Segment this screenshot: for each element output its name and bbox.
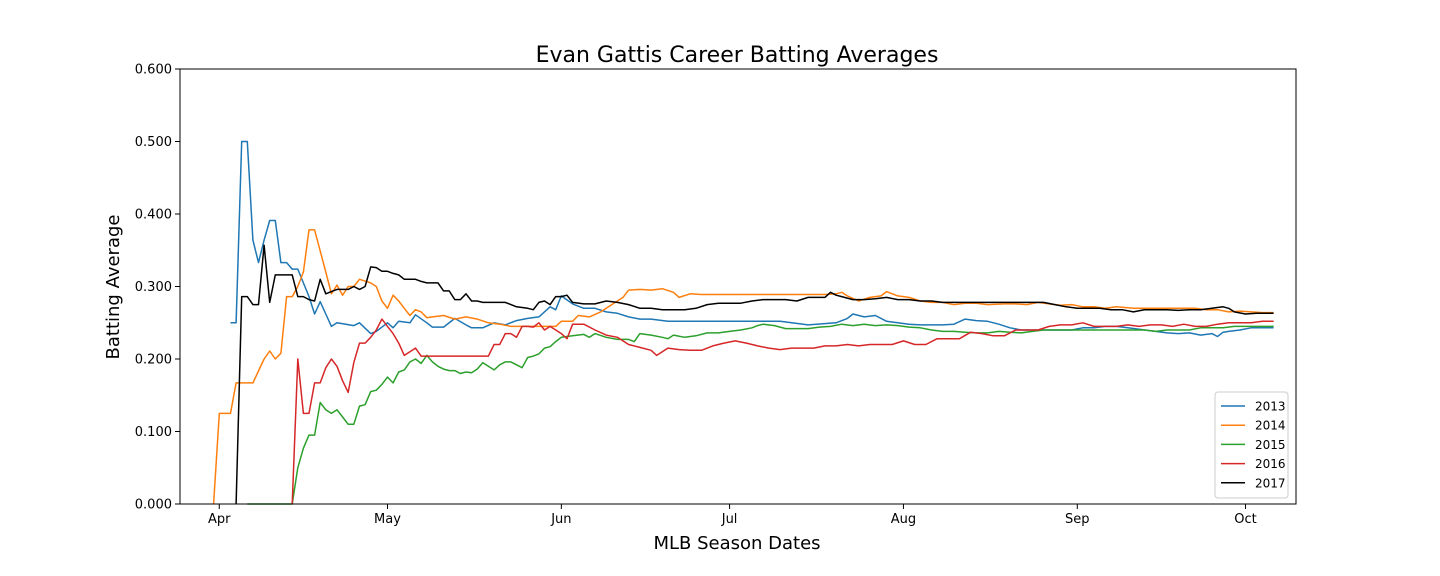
x-tick-label: Aug	[891, 512, 916, 527]
x-tick-label: Sep	[1065, 512, 1090, 527]
y-tick-label: 0.200	[135, 353, 172, 368]
y-axis: 0.000 0.100 0.200 0.300 0.400 0.500 0.600	[135, 63, 180, 513]
x-tick-label: Jun	[550, 512, 571, 527]
legend-label-2016: 2016	[1255, 457, 1286, 471]
series-layer	[212, 140, 1274, 505]
legend-label-2015: 2015	[1255, 438, 1286, 452]
legend-box	[1214, 391, 1289, 499]
y-tick-label: 0.600	[135, 63, 172, 78]
x-axis: Apr May Jun Jul Aug Sep Oct	[208, 504, 1257, 527]
series-line-2015	[247, 323, 1274, 505]
chart-title: Evan Gattis Career Batting Averages	[536, 43, 939, 68]
y-tick-label: 0.300	[135, 280, 172, 295]
legend: 2013 2014 2015 2016 2017	[1214, 391, 1289, 499]
y-tick-label: 0.400	[135, 208, 172, 223]
legend-label-2014: 2014	[1255, 419, 1286, 433]
legend-label-2013: 2013	[1255, 400, 1286, 414]
y-tick-label: 0.500	[135, 135, 172, 150]
y-axis-label: Batting Average	[103, 215, 124, 360]
x-tick-label: May	[374, 512, 401, 527]
x-axis-label: MLB Season Dates	[653, 533, 820, 554]
y-tick-label: 0.000	[135, 498, 172, 513]
y-tick-label: 0.100	[135, 425, 172, 440]
legend-label-2017: 2017	[1255, 476, 1286, 490]
x-tick-label: Oct	[1234, 512, 1256, 527]
series-line-2017	[235, 244, 1274, 505]
series-line-2016	[291, 318, 1274, 505]
x-tick-label: Apr	[208, 512, 231, 527]
x-tick-label: Jul	[721, 512, 738, 527]
